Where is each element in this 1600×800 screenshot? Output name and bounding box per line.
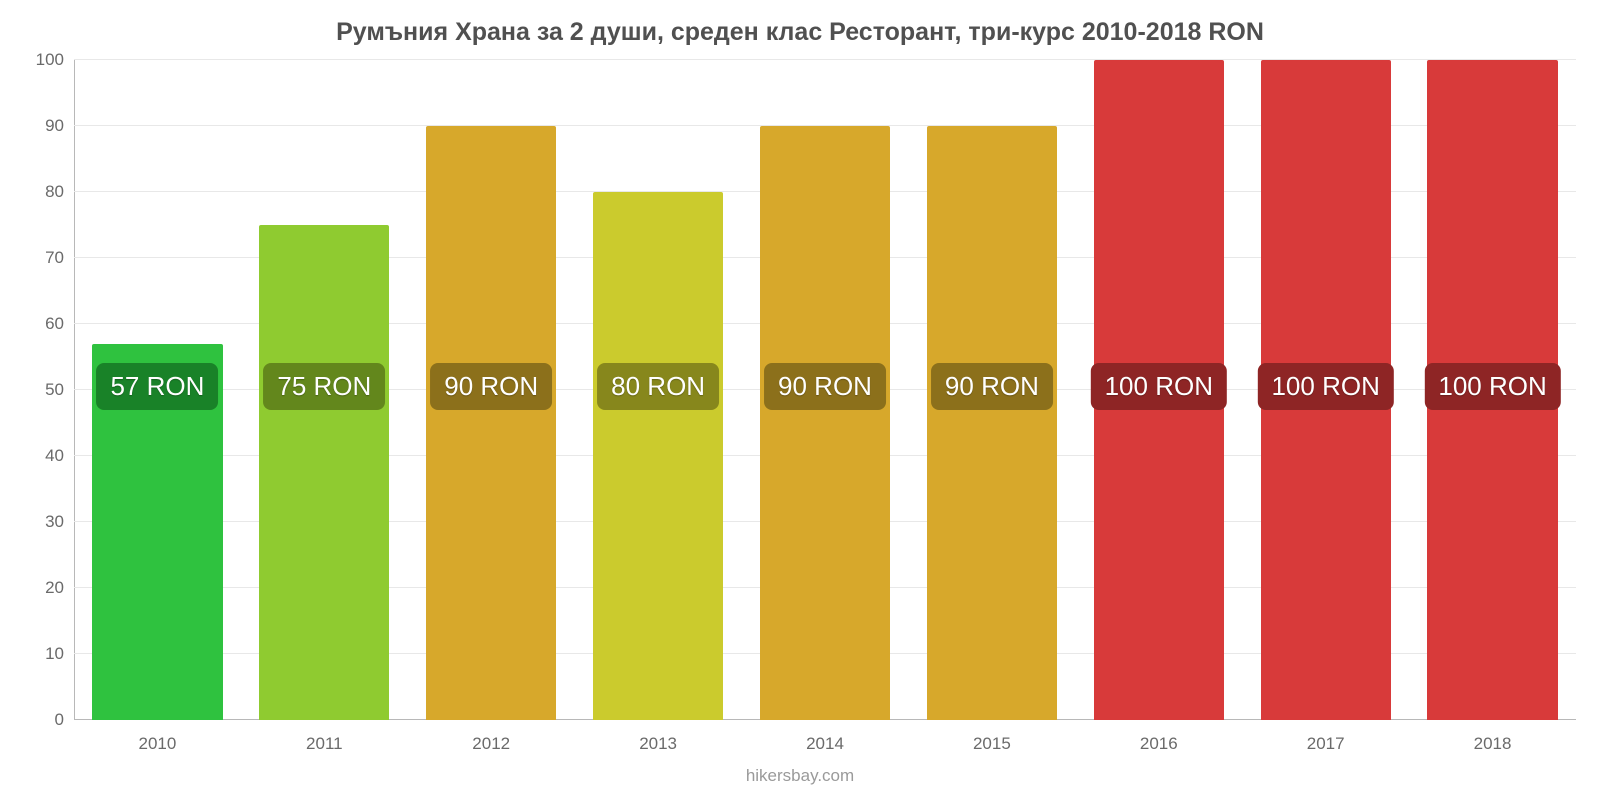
value-badge: 75 RON xyxy=(263,363,385,410)
x-tick-label: 2018 xyxy=(1474,720,1512,754)
x-tick-label: 2014 xyxy=(806,720,844,754)
bar-slot: 90 RON2014 xyxy=(742,60,909,720)
bar xyxy=(259,225,389,720)
bar xyxy=(593,192,723,720)
bar-slot: 75 RON2011 xyxy=(241,60,408,720)
y-tick-label: 70 xyxy=(14,248,74,268)
bar-slot: 100 RON2018 xyxy=(1409,60,1576,720)
bar xyxy=(426,126,556,720)
value-badge: 57 RON xyxy=(96,363,218,410)
x-tick-label: 2017 xyxy=(1307,720,1345,754)
bar-slot: 90 RON2012 xyxy=(408,60,575,720)
x-tick-label: 2015 xyxy=(973,720,1011,754)
x-tick-label: 2011 xyxy=(306,720,343,754)
bars-group: 57 RON201075 RON201190 RON201280 RON2013… xyxy=(74,60,1576,720)
x-tick-label: 2010 xyxy=(139,720,177,754)
value-badge: 80 RON xyxy=(597,363,719,410)
bar-slot: 80 RON2013 xyxy=(575,60,742,720)
value-badge: 90 RON xyxy=(764,363,886,410)
y-tick-label: 0 xyxy=(14,710,74,730)
plot-area: 0102030405060708090100 57 RON201075 RON2… xyxy=(74,60,1576,720)
y-tick-label: 100 xyxy=(14,50,74,70)
y-tick-label: 30 xyxy=(14,512,74,532)
value-badge: 100 RON xyxy=(1257,363,1393,410)
x-tick-label: 2012 xyxy=(472,720,510,754)
y-tick-label: 80 xyxy=(14,182,74,202)
bar-slot: 90 RON2015 xyxy=(908,60,1075,720)
x-tick-label: 2016 xyxy=(1140,720,1178,754)
y-tick-label: 60 xyxy=(14,314,74,334)
bar xyxy=(927,126,1057,720)
value-badge: 100 RON xyxy=(1091,363,1227,410)
y-tick-label: 10 xyxy=(14,644,74,664)
bar-slot: 57 RON2010 xyxy=(74,60,241,720)
source-label: hikersbay.com xyxy=(0,766,1600,786)
value-badge: 100 RON xyxy=(1424,363,1560,410)
value-badge: 90 RON xyxy=(430,363,552,410)
value-badge: 90 RON xyxy=(931,363,1053,410)
chart-title: Румъния Храна за 2 души, среден клас Рес… xyxy=(0,0,1600,47)
bar-slot: 100 RON2016 xyxy=(1075,60,1242,720)
y-tick-label: 20 xyxy=(14,578,74,598)
bar xyxy=(760,126,890,720)
y-tick-label: 90 xyxy=(14,116,74,136)
chart-container: Румъния Храна за 2 души, среден клас Рес… xyxy=(0,0,1600,800)
bar-slot: 100 RON2017 xyxy=(1242,60,1409,720)
y-tick-label: 40 xyxy=(14,446,74,466)
x-tick-label: 2013 xyxy=(639,720,677,754)
y-tick-label: 50 xyxy=(14,380,74,400)
